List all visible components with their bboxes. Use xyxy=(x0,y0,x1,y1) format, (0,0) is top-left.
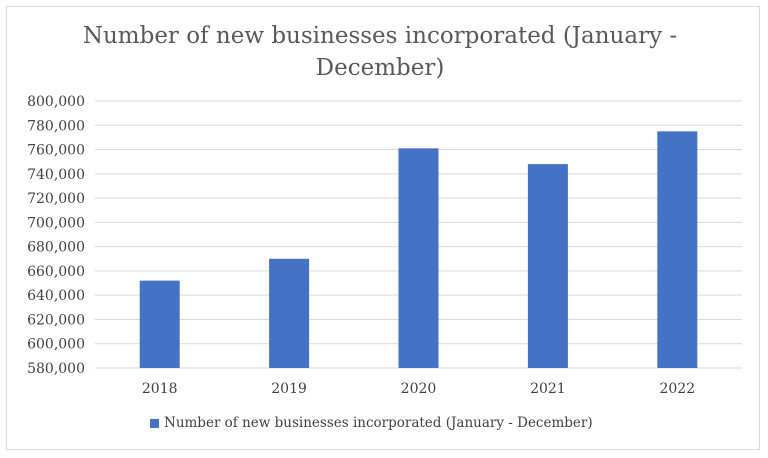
y-tick-label: 700,000 xyxy=(27,215,85,231)
bar-2019 xyxy=(269,258,310,368)
y-tick-label: 800,000 xyxy=(27,94,85,110)
bars xyxy=(139,131,698,368)
y-tick-label: 680,000 xyxy=(27,240,85,256)
x-tick-label: 2022 xyxy=(659,381,695,397)
x-tick-label: 2020 xyxy=(401,381,437,397)
x-tick-label: 2019 xyxy=(271,381,307,397)
legend: Number of new businesses incorporated (J… xyxy=(150,413,593,433)
x-tick-label: 2021 xyxy=(530,381,566,397)
y-tick-label: 600,000 xyxy=(27,337,85,353)
x-tick-label: 2018 xyxy=(142,381,178,397)
y-tick-label: 760,000 xyxy=(27,143,85,159)
y-tick-label: 620,000 xyxy=(27,312,85,328)
bar-2020 xyxy=(398,148,439,368)
y-tick-label: 740,000 xyxy=(27,167,85,183)
y-tick-label: 780,000 xyxy=(27,118,85,134)
chart-title: Number of new businesses incorporated (J… xyxy=(82,23,678,81)
y-tick-label: 660,000 xyxy=(27,264,85,280)
y-tick-label: 580,000 xyxy=(27,361,85,377)
x-axis-tick-labels: 2018 2019 2020 2021 2022 xyxy=(142,381,695,397)
legend-label: Number of new businesses incorporated (J… xyxy=(164,415,593,431)
y-axis-tick-labels: 580,000 600,000 620,000 640,000 660,000 680,0… xyxy=(27,94,85,377)
bar-2018 xyxy=(139,280,180,368)
legend-swatch xyxy=(150,418,159,428)
bar-2022 xyxy=(657,131,698,368)
y-tick-label: 720,000 xyxy=(27,191,85,207)
y-tick-label: 640,000 xyxy=(27,288,85,304)
bar-2021 xyxy=(527,164,568,368)
chart-frame xyxy=(6,6,760,450)
